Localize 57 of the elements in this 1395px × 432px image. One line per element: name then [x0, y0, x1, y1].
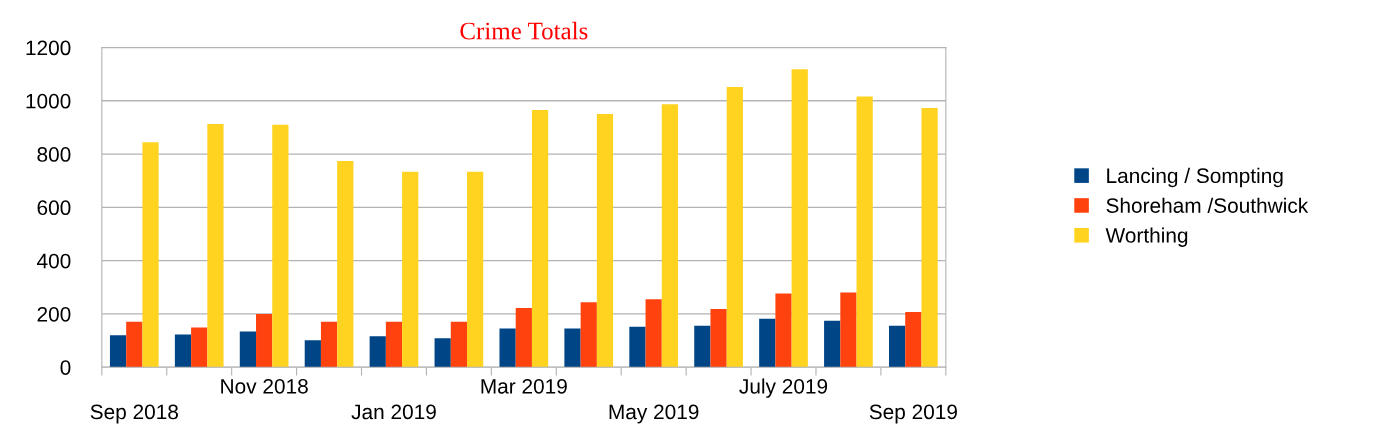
bar — [710, 309, 727, 368]
bar — [515, 308, 532, 368]
bar — [126, 321, 143, 368]
x-tick-label: July 2019 — [739, 378, 828, 398]
y-tick-label: 200 — [37, 306, 71, 322]
bar — [174, 334, 192, 368]
bar — [726, 86, 743, 368]
legend-label: Shoreham /Southwick — [1106, 197, 1309, 213]
bar — [385, 321, 403, 368]
bar — [450, 321, 468, 368]
bar — [694, 325, 711, 368]
bar — [596, 114, 614, 368]
y-tick-label: 1200 — [26, 40, 71, 56]
bar — [856, 96, 873, 368]
y-tick-label: 0 — [60, 360, 71, 375]
bar — [905, 312, 922, 368]
x-tick-label: Nov 2018 — [221, 378, 308, 394]
bar — [239, 331, 257, 368]
bar — [531, 110, 549, 368]
bar — [921, 107, 938, 368]
legend-label: Worthing — [1105, 227, 1188, 247]
bar — [369, 336, 386, 368]
x-tick-label: Mar 2019 — [481, 378, 567, 394]
chart-title: Crime Totals — [460, 21, 588, 40]
y-tick-label: 400 — [37, 253, 71, 269]
bar — [191, 327, 208, 368]
bar — [759, 318, 776, 368]
x-tick-label: Jan 2019 — [351, 404, 436, 420]
y-tick-label: 600 — [37, 200, 71, 216]
bar — [889, 325, 906, 368]
bar — [304, 340, 321, 368]
bar — [840, 292, 857, 368]
bar — [467, 171, 484, 368]
bar — [272, 124, 289, 368]
bar — [775, 293, 792, 368]
y-tick-label: 800 — [37, 147, 71, 162]
bar — [791, 69, 808, 368]
bar — [402, 171, 419, 368]
bar — [337, 161, 354, 368]
y-tick-label: 1000 — [26, 93, 71, 109]
legend-label: Lancing / Sompting — [1107, 167, 1283, 188]
x-tick-label: May 2019 — [609, 404, 699, 424]
bar — [824, 320, 841, 368]
bar — [645, 299, 662, 368]
bar — [256, 313, 273, 368]
bar — [434, 338, 451, 368]
bar — [499, 328, 516, 368]
x-tick-label: Sep 2018 — [90, 404, 178, 424]
bar — [320, 321, 338, 368]
bar — [661, 104, 679, 368]
bar — [580, 302, 597, 368]
x-tick-label: Sep 2019 — [869, 404, 957, 424]
bar — [207, 123, 224, 368]
bar — [564, 328, 581, 368]
bar — [142, 142, 159, 368]
bar — [109, 335, 127, 368]
bar — [629, 326, 646, 368]
